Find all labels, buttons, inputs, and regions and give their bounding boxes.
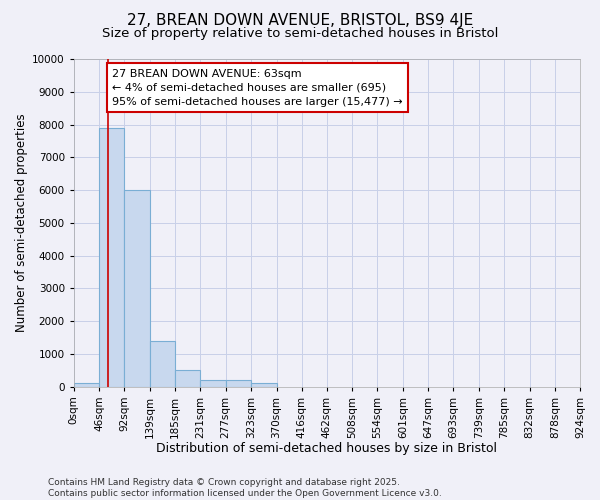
Bar xyxy=(226,380,251,386)
Text: Contains HM Land Registry data © Crown copyright and database right 2025.
Contai: Contains HM Land Registry data © Crown c… xyxy=(48,478,442,498)
Text: 27, BREAN DOWN AVENUE, BRISTOL, BS9 4JE: 27, BREAN DOWN AVENUE, BRISTOL, BS9 4JE xyxy=(127,12,473,28)
Bar xyxy=(99,128,124,386)
X-axis label: Distribution of semi-detached houses by size in Bristol: Distribution of semi-detached houses by … xyxy=(157,442,497,455)
Bar xyxy=(200,380,226,386)
Bar xyxy=(251,384,277,386)
Bar xyxy=(74,384,99,386)
Bar xyxy=(175,370,200,386)
Text: Size of property relative to semi-detached houses in Bristol: Size of property relative to semi-detach… xyxy=(102,28,498,40)
Bar xyxy=(124,190,150,386)
Y-axis label: Number of semi-detached properties: Number of semi-detached properties xyxy=(15,114,28,332)
Bar xyxy=(150,341,175,386)
Text: 27 BREAN DOWN AVENUE: 63sqm
← 4% of semi-detached houses are smaller (695)
95% o: 27 BREAN DOWN AVENUE: 63sqm ← 4% of semi… xyxy=(112,69,403,107)
